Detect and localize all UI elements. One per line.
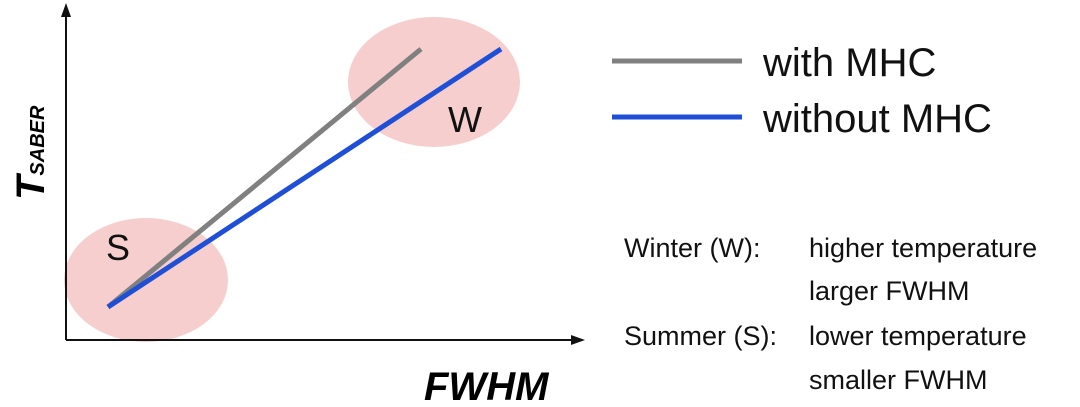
summer-note-line1: lower temperature <box>809 321 1027 351</box>
y-axis-label: TSABER <box>9 105 53 200</box>
summer-region-label: S <box>106 227 130 268</box>
y-axis-label-main: T <box>9 172 53 200</box>
winter-region <box>348 17 520 147</box>
winter-note-line1: higher temperature <box>809 233 1038 263</box>
legend-label-without-mhc: without MHC <box>762 97 992 141</box>
winter-note-label: Winter (W): <box>624 233 761 263</box>
without-mhc-line <box>106 46 503 310</box>
summer-note-line2: smaller FWHM <box>809 365 988 395</box>
y-axis-label-sub: SABER <box>27 105 49 176</box>
with-mhc-line <box>106 47 423 309</box>
winter-region-label: W <box>448 99 482 140</box>
winter-note-line2: larger FWHM <box>809 276 970 306</box>
legend-label-with-mhc: with MHC <box>762 41 936 85</box>
x-axis-label: FWHM <box>424 365 550 407</box>
summer-note-label: Summer (S): <box>624 321 778 351</box>
